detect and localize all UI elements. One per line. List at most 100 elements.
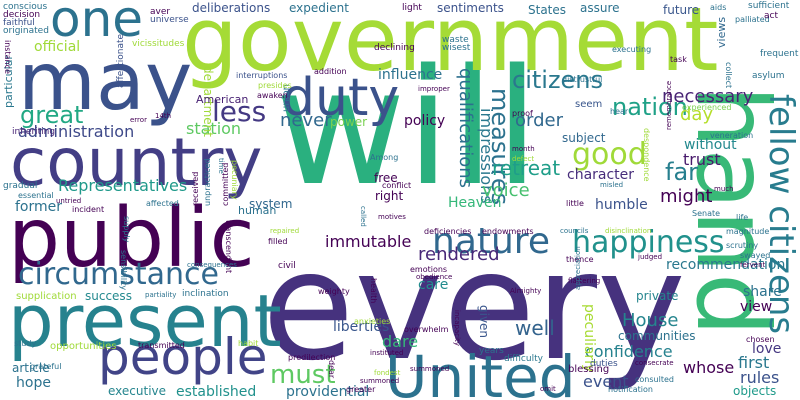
word-article: article [12, 361, 50, 375]
word-vicissitudes: vicissitudes [132, 39, 185, 49]
word-instance: instance [3, 40, 12, 74]
word-councils: councils [560, 227, 589, 235]
word-hear: hear [610, 107, 629, 116]
word-consulted: consulted [635, 375, 674, 384]
word-sensibility: sensibility [119, 250, 128, 291]
word-views: views [715, 16, 728, 48]
word-view: view [740, 299, 773, 315]
word-necessary: necessary [662, 86, 754, 107]
word-free: free [374, 171, 398, 185]
word-incapacity: incapacity [453, 310, 461, 346]
word-flattering: flattering [568, 277, 601, 285]
word-fervent: fervent [740, 261, 766, 269]
word-filled: filled [268, 237, 288, 246]
word-aver: aver [150, 7, 171, 17]
word-expedient: expedient [289, 1, 349, 15]
word-government: government [182, 0, 719, 91]
word-supplication: supplication [16, 291, 77, 302]
word-every: every [262, 220, 686, 394]
word-frequent: frequent [760, 49, 799, 59]
word-overwhelm: overwhelm [404, 325, 449, 334]
word-almighty: Almighty [510, 287, 542, 295]
word-country: country [10, 124, 263, 201]
word-aids: aids [710, 3, 727, 12]
word-consecrate: consecrate [635, 359, 674, 367]
word-assure: assure [580, 1, 620, 15]
word-qualifications: qualifications [455, 68, 476, 188]
word-american: American [196, 93, 249, 106]
word-rendered: rendered [418, 244, 500, 265]
word-trust: trust [683, 150, 721, 169]
word-seem: seem [575, 99, 603, 110]
word-years: years [479, 346, 504, 356]
word-health: health [369, 278, 378, 304]
word-conscious: conscious [3, 2, 48, 12]
word-asylum: asylum [752, 71, 785, 81]
word-endowments: endowments [482, 227, 534, 236]
word-collect: collect [724, 62, 733, 89]
word-greater: greater [346, 385, 376, 394]
word-magnitude: magnitude [726, 227, 770, 236]
word-senate: Senate [692, 209, 721, 218]
word-given: given [477, 305, 491, 339]
word-blessing: blessing [568, 364, 610, 375]
word-partiality: partiality [145, 291, 177, 299]
word-summoned: summoned [410, 365, 450, 373]
word-waste: waste [442, 35, 469, 45]
word-interruptions: interruptions [236, 71, 288, 80]
word-14th: 14th [155, 112, 172, 120]
word-far: far [665, 158, 699, 186]
word-error: error [130, 116, 147, 124]
word-supply: supply [122, 216, 131, 243]
word-objects: objects [733, 384, 777, 398]
word-emotions: emotions [410, 265, 448, 274]
word-light: light [402, 3, 422, 13]
word-predilection: predilection [288, 353, 336, 362]
word-official: official [34, 39, 81, 55]
word-instituted: instituted [370, 349, 404, 357]
word-good: good [572, 137, 647, 172]
word-motives: motives [378, 213, 406, 221]
word-scrutiny: scrutiny [726, 241, 759, 250]
word-weighty: weighty [318, 287, 350, 296]
word-notification: notification [608, 385, 653, 394]
word-chosen: chosen [746, 335, 775, 344]
word-swayed: swayed [740, 251, 771, 260]
word-recommendation: recommendation [666, 257, 786, 273]
word-distrustful: distrustful [562, 75, 603, 84]
word-right: right [375, 189, 404, 203]
word-nation: nation [612, 93, 688, 121]
word-fondest: fondest [374, 369, 401, 377]
word-happiness: happiness [572, 225, 725, 260]
word-defect: defect [512, 155, 535, 163]
word-whose: whose [683, 358, 735, 377]
word-wisest: wisest [442, 43, 471, 53]
word-inclination: inclination [182, 289, 229, 299]
word-deficiencies: deficiencies [424, 227, 472, 236]
word-subject: subject [562, 131, 606, 145]
word-liberties: liberties [333, 319, 390, 335]
word-order: order [515, 110, 563, 131]
word-character: character [567, 167, 635, 183]
word-success: success [85, 289, 132, 303]
word-obedience: obedience [416, 273, 453, 281]
word-deliberations: deliberations [192, 1, 271, 15]
word-decision: decision [3, 10, 41, 20]
word-judged: judged [638, 253, 663, 261]
word-habit: habit [238, 339, 259, 348]
word-day: day [680, 104, 714, 125]
word-gradual: gradual [3, 181, 38, 191]
word-people: people [98, 328, 268, 386]
word-love: love [752, 341, 782, 357]
word-hope: hope [16, 375, 51, 391]
word-awaken: awaken [257, 91, 288, 100]
word-transmitted: transmitted [138, 341, 185, 350]
word-originated: originated [3, 26, 49, 36]
word-addition: addition [314, 67, 347, 76]
word-policy: policy [404, 113, 446, 129]
word-heaven: Heaven [448, 195, 502, 211]
word-established: established [176, 384, 257, 400]
word-dare: dare [382, 332, 419, 351]
word-house: House [622, 310, 679, 331]
